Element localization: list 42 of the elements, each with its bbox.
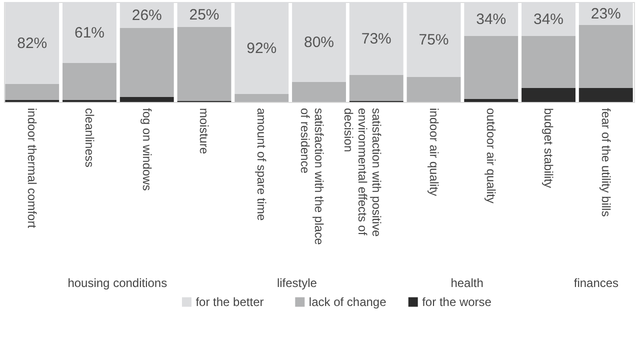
data-label: 92% <box>246 40 277 57</box>
bar <box>177 27 232 101</box>
x-tick-label: moisture <box>197 108 212 154</box>
x-tick-label: fog on windows <box>140 108 154 191</box>
bar <box>522 88 576 102</box>
x-tick-label: outdoor air quality <box>484 108 498 204</box>
bar <box>349 75 404 101</box>
bar <box>5 84 60 100</box>
text: housing conditions <box>68 276 168 290</box>
x-tick-label: budget stability <box>542 108 556 188</box>
bar <box>578 25 633 88</box>
data-label: 34% <box>533 11 564 28</box>
bar <box>62 63 116 100</box>
bar <box>406 77 461 102</box>
x-tick-label: amount of spare time <box>254 108 269 222</box>
data-label: 82% <box>17 35 48 52</box>
text: finances <box>574 276 619 290</box>
data-label: 25% <box>189 6 220 24</box>
data-label: 73% <box>361 30 392 48</box>
bar <box>120 97 174 102</box>
bar <box>292 82 346 102</box>
data-label: 80% <box>304 34 334 51</box>
bar <box>464 99 518 102</box>
legend-label: lack of change <box>308 295 387 309</box>
x-tick-label: indoor air quality <box>426 108 441 196</box>
data-label: 75% <box>418 32 449 48</box>
x-tick-label: cleanliness <box>82 108 96 168</box>
data-label: 26% <box>132 7 162 24</box>
bar <box>234 94 289 102</box>
legend-label: for the better <box>196 295 264 309</box>
legend-label: for the worse <box>422 295 492 309</box>
text: health <box>450 276 484 290</box>
bar <box>464 36 518 99</box>
bar <box>120 28 174 97</box>
x-tick-label: fear of the utility bills <box>598 108 613 217</box>
bar <box>522 36 576 88</box>
text: lifestyle <box>276 276 318 290</box>
x-tick-label: indoor thermal comfort <box>25 108 40 229</box>
data-label: 23% <box>590 6 621 22</box>
data-label: 34% <box>476 11 506 28</box>
data-label: 61% <box>74 24 105 42</box>
bar <box>578 88 633 102</box>
